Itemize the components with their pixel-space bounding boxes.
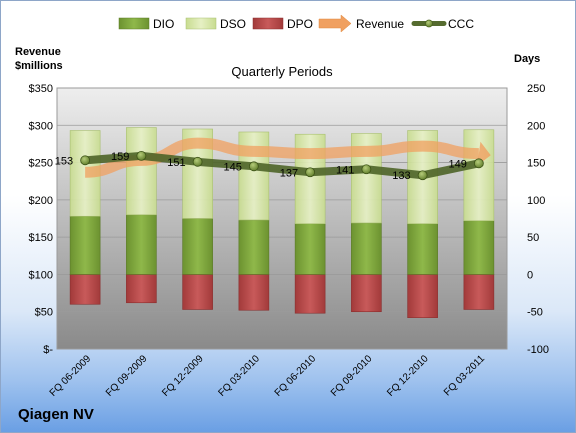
right-axis-ticks: 250 200 150 100 50 0 -50 -100 [527, 83, 549, 356]
right-tick-label: 0 [527, 269, 533, 281]
left-tick-label: $- [43, 344, 53, 356]
dpo-bar [182, 274, 213, 310]
x-tick-label: FQ 03-2010 [216, 353, 262, 399]
left-tick-label: $100 [29, 269, 53, 281]
dpo-bar [294, 274, 326, 314]
dso-bar [463, 129, 495, 222]
legend-swatch-dso [185, 17, 217, 30]
right-tick-label: 100 [527, 195, 545, 207]
x-tick-label: FQ 12-2010 [385, 353, 431, 399]
right-tick-label: -50 [527, 307, 543, 319]
left-tick-label: $350 [29, 83, 53, 95]
right-tick-label: 50 [527, 232, 539, 244]
right-tick-label: 150 [527, 158, 545, 170]
dio-bar [407, 223, 438, 275]
x-tick-label: FQ 09-2010 [329, 353, 375, 399]
ccc-point [248, 161, 259, 172]
ccc-point [80, 155, 91, 166]
legend-swatch-dio [118, 17, 150, 30]
legend-revenue-arrow-icon [318, 14, 352, 33]
dio-bar [238, 219, 270, 275]
left-axis-ticks: $350 $300 $250 $200 $150 $100 $50 $- [29, 83, 54, 356]
ccc-data-label: 153 [55, 155, 73, 167]
dio-bar [182, 218, 213, 275]
legend-swatch-dpo [252, 17, 284, 30]
legend-label-dio: DIO [153, 17, 174, 31]
ccc-data-label: 133 [392, 170, 410, 182]
ccc-data-label: 151 [167, 157, 185, 169]
left-tick-label: $250 [29, 158, 53, 170]
dio-bar [69, 215, 101, 275]
dio-bar [351, 222, 382, 275]
x-tick-label: FQ 12-2009 [160, 353, 206, 399]
ccc-point [192, 156, 203, 167]
ccc-series: 153 159 151 145 137 141 133 149 [55, 151, 484, 182]
ccc-point [305, 167, 316, 178]
right-tick-label: 250 [527, 83, 545, 95]
dio-bar [463, 220, 495, 275]
left-axis-title-line2: $millions [15, 60, 63, 72]
legend-label-dpo: DPO [287, 17, 313, 31]
ccc-line [81, 151, 483, 180]
x-tick-label: FQ 09-2009 [104, 353, 150, 399]
right-axis-title: Days [514, 53, 540, 65]
dio-bar [126, 214, 157, 275]
left-tick-label: $300 [29, 120, 53, 132]
dio-bar [294, 223, 326, 275]
legend-label-revenue: Revenue [356, 17, 404, 31]
x-tick-label: FQ 06-2009 [48, 353, 94, 399]
right-tick-label: 200 [527, 120, 545, 132]
left-tick-label: $50 [35, 307, 53, 319]
ccc-data-label: 149 [449, 158, 467, 170]
left-axis-title-line1: Revenue [15, 46, 61, 58]
company-name: Qiagen NV [18, 406, 94, 423]
dpo-bar [407, 274, 438, 318]
ccc-point [361, 164, 372, 175]
ccc-data-label: 141 [336, 164, 354, 176]
ccc-point [136, 150, 147, 161]
legend: DIO DSO DPO Revenue CCC [118, 14, 474, 33]
ccc-data-label: 145 [224, 161, 242, 173]
ccc-point [473, 158, 484, 169]
legend-label-dso: DSO [220, 17, 246, 31]
ccc-data-label: 137 [280, 167, 298, 179]
plot-area [56, 87, 508, 350]
legend-label-ccc: CCC [448, 17, 474, 31]
x-axis-ticks: FQ 06-2009 FQ 09-2009 FQ 12-2009 FQ 03-2010… [48, 353, 488, 399]
legend-ccc-line-icon [411, 19, 447, 28]
x-tick-label: FQ 06-2010 [273, 353, 319, 399]
ccc-data-label: 159 [111, 151, 129, 163]
left-tick-label: $150 [29, 232, 53, 244]
dso-bar [126, 127, 157, 216]
right-tick-label: -100 [527, 344, 549, 356]
dpo-bar [463, 274, 495, 310]
dso-bar [294, 133, 326, 225]
dpo-bar [126, 274, 157, 304]
x-tick-label: FQ 03-2011 [442, 353, 487, 398]
dso-bar [238, 131, 270, 221]
dpo-bar [238, 274, 270, 311]
chart-title: Quarterly Periods [231, 64, 333, 79]
dpo-bar [69, 274, 101, 305]
dpo-bar [351, 274, 382, 313]
ccc-point [417, 170, 428, 181]
left-tick-label: $200 [29, 195, 53, 207]
